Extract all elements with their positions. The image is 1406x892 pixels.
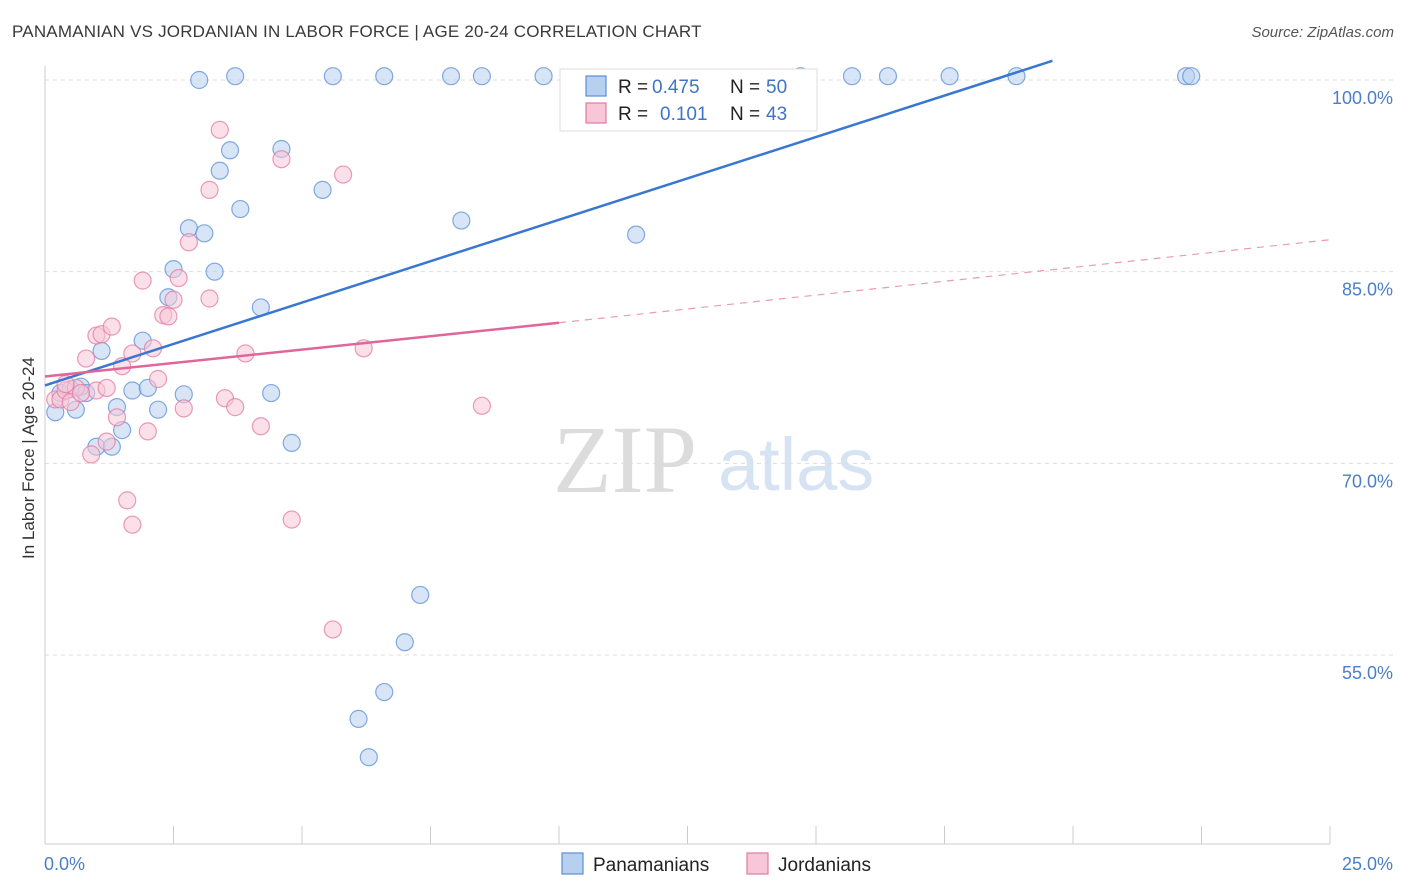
jordanian-point-35 <box>323 620 342 639</box>
bottom-legend-swatch-panamanians <box>561 852 584 875</box>
panamanian-point-36 <box>395 633 414 652</box>
panamanian-point-38 <box>441 67 461 86</box>
jordanian-point-15 <box>123 515 142 534</box>
panamanian-point-41 <box>534 67 553 86</box>
bottom-legend: Panamanians Jordanians <box>561 852 871 876</box>
legend-r-value-panamanians: 0.475 <box>652 77 700 98</box>
gridlines <box>45 79 1393 656</box>
panamanian-point-19 <box>190 70 209 90</box>
jordanians-points <box>46 120 491 639</box>
panamanian-point-20 <box>195 224 214 243</box>
bottom-legend-label-jordanians: Jordanians <box>778 855 871 876</box>
jordanian-point-5 <box>82 445 101 464</box>
legend-r-value-jordanians: 0.101 <box>660 104 708 125</box>
jordanian-point-11 <box>107 408 127 427</box>
y-axis-label: In Labor Force | Age 20-24 <box>19 357 38 559</box>
legend-swatch-panamanians <box>585 75 607 97</box>
jordanian-point-24 <box>174 399 193 418</box>
legend-n-label-panamanians: N = <box>730 77 760 98</box>
y-tick-label-3: 55.0% <box>1342 663 1393 683</box>
jordanian-point-16 <box>133 271 152 290</box>
jordanian-point-22 <box>164 290 183 309</box>
chart-title: PANAMANIAN VS JORDANIAN IN LABOR FORCE |… <box>12 22 702 41</box>
jordanian-point-36 <box>334 165 353 184</box>
panamanian-point-14 <box>148 400 168 419</box>
jordanian-point-13 <box>118 491 137 510</box>
y-tick-label-0: 100.0% <box>1332 88 1393 108</box>
panamanian-point-49 <box>1182 67 1201 86</box>
panamanian-point-34 <box>375 682 394 702</box>
jordanian-point-41 <box>97 378 116 398</box>
jordanian-point-9 <box>97 432 116 451</box>
jordanian-point-31 <box>236 344 255 363</box>
bottom-legend-label-panamanians: Panamanians <box>593 855 709 876</box>
panamanian-point-40 <box>472 67 491 86</box>
legend-n-value-panamanians: 50 <box>766 77 787 98</box>
jordanian-point-27 <box>200 289 219 308</box>
panamanian-point-37 <box>411 585 430 605</box>
trend-lines <box>44 59 1331 387</box>
jordanian-point-40 <box>71 383 91 403</box>
panamanian-point-24 <box>226 67 245 86</box>
panamanians-trend-line <box>44 59 1053 387</box>
watermark-zip: ZIP <box>553 406 697 513</box>
chart-source: Source: ZipAtlas.com <box>1251 24 1394 41</box>
legend-n-value-jordanians: 43 <box>766 104 787 125</box>
jordanian-point-26 <box>200 180 219 199</box>
legend-r-label-jordanians: R = <box>618 104 648 125</box>
legend-swatch-jordanians <box>585 102 607 124</box>
watermark-atlas: atlas <box>718 423 874 506</box>
panamanian-point-30 <box>313 180 332 199</box>
jordanian-point-25 <box>179 233 199 252</box>
panamanian-point-22 <box>210 161 229 180</box>
jordanians-trend-line <box>44 321 560 378</box>
panamanian-point-45 <box>878 67 898 86</box>
y-tick-label-2: 70.0% <box>1342 471 1393 491</box>
panamanian-point-27 <box>262 383 281 403</box>
panamanian-point-21 <box>205 262 224 281</box>
legend-r-label-panamanians: R = <box>618 77 648 98</box>
panamanian-point-46 <box>940 67 959 86</box>
bottom-legend-swatch-jordanians <box>746 852 769 875</box>
panamanian-point-23 <box>220 141 240 160</box>
jordanian-point-34 <box>282 510 301 529</box>
panamanian-point-42 <box>626 225 646 244</box>
jordanian-point-10 <box>102 317 121 336</box>
x-tick-label-max: 25.0% <box>1342 854 1393 874</box>
x-tick-label-min: 0.0% <box>44 854 85 874</box>
jordanian-point-33 <box>272 150 291 169</box>
jordanians-trend-extension <box>558 239 1331 324</box>
jordanian-point-21 <box>159 307 178 326</box>
panamanian-point-32 <box>349 709 368 728</box>
legend-n-label-jordanians: N = <box>730 104 760 125</box>
panamanian-point-25 <box>231 199 250 219</box>
panamanian-point-31 <box>323 67 342 86</box>
jordanian-point-23 <box>169 268 188 288</box>
panamanian-point-33 <box>359 748 378 767</box>
panamanian-point-11 <box>123 381 142 400</box>
y-tick-labels: 100.0% 85.0% 70.0% 55.0% <box>1332 88 1393 683</box>
jordanian-point-30 <box>226 398 245 417</box>
panamanian-point-7 <box>92 341 111 360</box>
watermark: ZIP atlas <box>553 406 874 513</box>
jordanian-point-4 <box>77 349 96 368</box>
panamanian-point-35 <box>375 67 394 86</box>
jordanian-point-28 <box>210 120 229 139</box>
y-tick-label-1: 85.0% <box>1342 280 1393 300</box>
jordanian-point-17 <box>138 422 157 441</box>
legend: R = 0.475 N = 50 R = 0.101 N = 43 <box>559 68 818 132</box>
panamanian-point-44 <box>842 67 862 86</box>
panamanian-point-29 <box>282 433 301 452</box>
jordanian-point-32 <box>251 417 270 436</box>
jordanian-point-38 <box>472 396 491 415</box>
axes <box>44 66 1331 845</box>
jordanian-point-19 <box>148 369 168 389</box>
panamanian-point-39 <box>452 211 471 230</box>
